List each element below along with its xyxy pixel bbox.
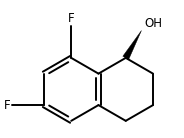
Text: F: F: [4, 99, 11, 112]
Text: OH: OH: [144, 17, 162, 30]
Polygon shape: [123, 30, 141, 60]
Text: F: F: [68, 12, 75, 25]
